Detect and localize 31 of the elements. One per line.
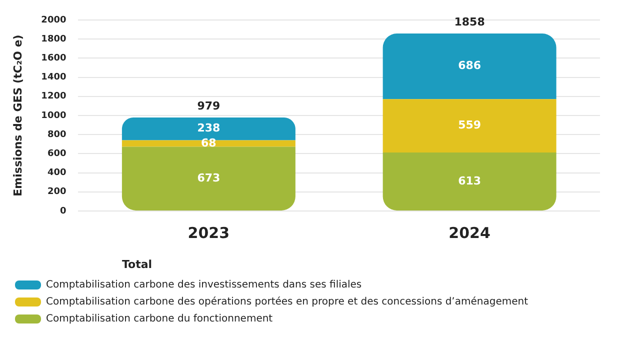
legend-label: Comptabilisation carbone du fonctionnement bbox=[46, 314, 273, 325]
data-label: 673 bbox=[197, 171, 220, 184]
y-tick-label: 200 bbox=[47, 187, 66, 198]
x-tick-label: 2024 bbox=[448, 224, 490, 242]
bar bbox=[122, 146, 296, 210]
legend-label: Comptabilisation carbone des opérations portées en propre et des concessions d’aménagement bbox=[46, 296, 528, 308]
total-label: 1858 bbox=[454, 15, 485, 28]
y-tick-label: 400 bbox=[47, 168, 66, 178]
legend-label: Comptabilisation carbone des investissements dans ses filiales bbox=[46, 280, 362, 291]
data-label: 238 bbox=[197, 122, 220, 135]
bar bbox=[382, 99, 556, 152]
y-axis-title: Emissions de GES (tC₂O e) bbox=[11, 34, 24, 196]
y-tick-label: 800 bbox=[47, 130, 66, 140]
bar bbox=[382, 34, 556, 100]
data-label: 613 bbox=[458, 174, 482, 188]
x-tick-label: 2023 bbox=[188, 224, 230, 242]
y-tick-label: 1400 bbox=[41, 72, 66, 83]
y-tick-label: 2000 bbox=[41, 15, 66, 26]
bar bbox=[382, 152, 556, 210]
data-label: 686 bbox=[458, 59, 482, 72]
y-tick-label: 1600 bbox=[41, 54, 66, 64]
y-tick-label: 1000 bbox=[41, 110, 66, 121]
y-tick-label: 0 bbox=[60, 206, 66, 216]
bar bbox=[122, 140, 296, 147]
text: Total bbox=[122, 258, 152, 271]
total-label: 979 bbox=[197, 99, 220, 112]
y-tick-label: 1800 bbox=[41, 34, 66, 44]
y-tick-label: 600 bbox=[47, 149, 66, 160]
data-label: 559 bbox=[458, 118, 482, 132]
data-label: 68 bbox=[201, 136, 216, 150]
y-tick-label: 1200 bbox=[41, 92, 66, 102]
